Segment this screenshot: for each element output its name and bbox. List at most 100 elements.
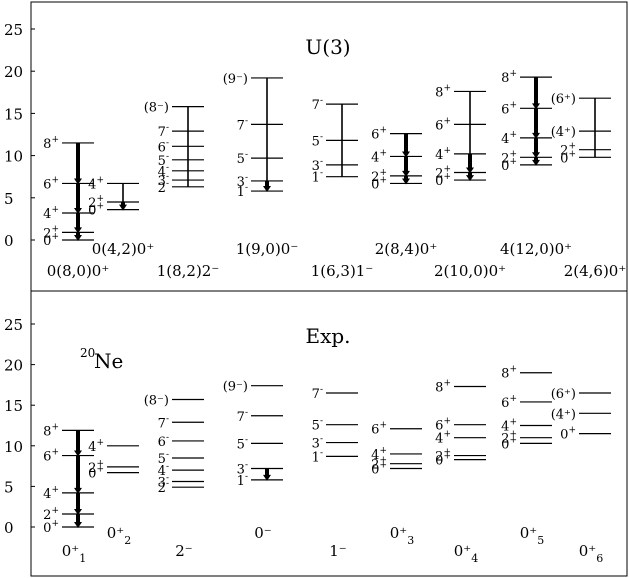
band-label: 1(8,2)2⁻ (157, 262, 220, 280)
level-spin-label: (8⁻) (144, 394, 169, 409)
band-label: 2(10,0)0⁺ (434, 262, 506, 280)
level-spin-label: 6+ (501, 100, 517, 117)
level-spin-label: 7- (158, 123, 169, 140)
arrow-head (532, 152, 540, 159)
level-spin-label: 5- (237, 435, 248, 452)
y-tick-label: 5 (4, 190, 14, 208)
level-spin-label: 0+ (501, 157, 517, 174)
arrow-head (74, 522, 82, 528)
level-spin-label: 2+ (43, 506, 59, 523)
y-tick-label: 0 (4, 232, 14, 250)
y-tick-label: 10 (4, 148, 23, 166)
level-spin-label: 1- (237, 183, 248, 200)
band-label: 4(12,0)0⁺ (500, 240, 572, 258)
level-spin-label: 0+ (43, 519, 59, 536)
level-spin-label: 7- (158, 414, 169, 431)
band-label: 0⁺4 (454, 542, 478, 565)
arrow-head (532, 132, 540, 139)
level-spin-label: 5- (312, 132, 323, 149)
level-spin-label: 2+ (560, 142, 576, 159)
level-spin-label: 4+ (501, 418, 517, 435)
level-spin-label: 2+ (88, 459, 104, 476)
level-spin-label: 3- (312, 435, 323, 452)
band-label: 0(4,2)0⁺ (92, 240, 155, 258)
arrow-head (74, 450, 82, 457)
arrow-head (119, 204, 127, 211)
level-spin-label: 5- (312, 417, 323, 434)
plot-frame (30, 1, 628, 577)
level-spin-label: 6+ (435, 417, 451, 434)
y-tick-label: 25 (4, 316, 23, 334)
level-spin-label: 0+ (88, 202, 104, 219)
level-spin-label: 0+ (435, 172, 451, 189)
level-spin-label: 7- (237, 116, 248, 133)
y-tick-label: 15 (4, 397, 23, 415)
arrow-head (263, 186, 271, 193)
level-spin-label: 2+ (371, 168, 387, 185)
level-spin-label: (6⁺) (551, 92, 576, 107)
level-spin-label: 0+ (560, 149, 576, 166)
level-spin-label: 0+ (560, 426, 576, 443)
y-tick-label: 0 (4, 519, 14, 537)
level-spin-label: 6+ (43, 175, 59, 192)
band-label: 0⁺5 (520, 524, 544, 547)
band-label: 0⁺2 (107, 524, 131, 547)
arrow-head (402, 178, 410, 185)
level-spin-label: 0+ (371, 461, 387, 478)
y-tick-label: 20 (4, 63, 23, 81)
band-label: 1⁻ (329, 542, 346, 560)
level-spin-label: 6+ (371, 126, 387, 143)
level-spin-label: (9⁻) (223, 380, 248, 395)
level-spin-label: 4+ (501, 130, 517, 147)
arrow-head (74, 227, 82, 234)
level-spin-label: 2- (158, 179, 169, 196)
level-spin-label: 4+ (43, 205, 59, 222)
level-spin-label: 8+ (43, 135, 59, 152)
band-label: 2⁻ (175, 542, 192, 560)
level-spin-label: 4- (158, 163, 169, 180)
level-spin-label: 7- (312, 96, 323, 113)
level-spin-label: 3- (312, 157, 323, 174)
level-spin-label: 5- (158, 450, 169, 467)
nucleus-symbol: Ne (94, 349, 123, 373)
level-spin-label: (9⁻) (223, 72, 248, 87)
level-spin-label: 2- (158, 479, 169, 496)
arrow-head (466, 167, 474, 174)
y-tick-label: 25 (4, 21, 23, 39)
panel-title: U(3) (305, 35, 350, 59)
arrow-head (532, 103, 540, 110)
arrow-head (466, 175, 474, 182)
band-label: 0⁺1 (62, 542, 86, 565)
level-spin-label: (4⁺) (551, 407, 576, 422)
level-spin-label: 2+ (88, 194, 104, 211)
level-spin-label: 1- (312, 448, 323, 465)
nucleus-mass: 20 (80, 346, 95, 360)
y-tick-label: 10 (4, 438, 23, 456)
level-spin-label: 4- (158, 462, 169, 479)
level-spin-label: 8+ (501, 365, 517, 382)
level-spin-label: 1- (312, 169, 323, 186)
level-spin-label: (4⁺) (551, 125, 576, 140)
level-spin-label: 8+ (435, 379, 451, 396)
arrow-head (74, 509, 82, 516)
level-spin-label: 4+ (371, 148, 387, 165)
level-spin-label: 4+ (435, 146, 451, 163)
arrow-head (402, 151, 410, 158)
y-tick-label: 15 (4, 105, 23, 123)
level-spin-label: 8+ (501, 69, 517, 86)
level-spin-label: 0+ (435, 452, 451, 469)
level-spin-label: 8+ (435, 83, 451, 100)
level-spin-label: 0+ (43, 232, 59, 249)
level-spin-label: 2+ (435, 448, 451, 465)
level-spin-label: 2+ (501, 430, 517, 447)
level-spin-label: 4+ (88, 438, 104, 455)
level-spin-label: 3- (158, 474, 169, 491)
level-spin-label: 0+ (501, 435, 517, 452)
level-spin-label: 6+ (501, 394, 517, 411)
level-spin-label: 2+ (43, 224, 59, 241)
level-spin-label: 8+ (43, 422, 59, 439)
arrow-head (74, 178, 82, 185)
level-spin-label: 3- (237, 461, 248, 478)
band-label: 0(8,0)0⁺ (47, 262, 110, 280)
